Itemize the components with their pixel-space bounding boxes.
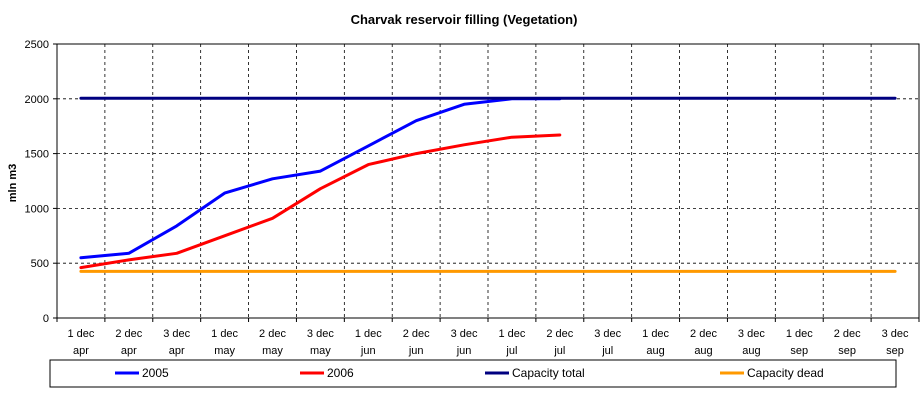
x-tick-label-month: jun	[408, 345, 424, 357]
x-tick-label-decade: 2 dec	[259, 328, 286, 340]
series-line-1	[79, 97, 562, 260]
x-axis-ticks: 1 dec apr 2 dec apr 3 dec apr 1 dec may 2 dec may…	[56, 318, 920, 357]
legend-label: 2006	[327, 366, 354, 380]
y-axis-ticks: 0 500 1000 1500 2000 2500	[25, 39, 57, 325]
x-tick-label-month: aug	[742, 345, 760, 357]
legend-label: 2005	[142, 366, 169, 380]
plot-border	[56, 43, 920, 319]
x-tick-label-decade: 3 dec	[594, 328, 621, 340]
x-tick-label-month: apr	[73, 345, 89, 357]
x-tick-label-decade: 3 dec	[738, 328, 765, 340]
legend-label: Capacity dead	[747, 366, 824, 380]
chart-title: Charvak reservoir filling (Vegetation)	[351, 12, 578, 27]
x-tick-label-decade: 2 dec	[546, 328, 573, 340]
x-tick-label-decade: 1 dec	[211, 328, 238, 340]
legend-box	[49, 359, 897, 388]
series-group	[79, 96, 897, 273]
x-tick-label-month: sep	[790, 345, 808, 357]
x-tick-label-month: apr	[169, 345, 185, 357]
x-tick-label-decade: 1 dec	[786, 328, 813, 340]
series-line-2	[79, 133, 562, 270]
y-tick-label: 2000	[25, 94, 49, 106]
x-tick-label-month: sep	[886, 345, 904, 357]
x-tick-label-month: jun	[456, 345, 472, 357]
x-tick-label-month: apr	[121, 345, 137, 357]
x-tick-label-month: jul	[505, 345, 517, 357]
x-tick-label-decade: 1 dec	[642, 328, 669, 340]
x-tick-label-month: may	[262, 345, 283, 357]
x-tick-label-decade: 3 dec	[882, 328, 909, 340]
plot-area	[57, 44, 919, 318]
x-tick-label-month: jun	[360, 345, 376, 357]
x-tick-label-decade: 3 dec	[307, 328, 334, 340]
x-tick-label-month: may	[310, 345, 331, 357]
x-tick-label-decade: 2 dec	[403, 328, 430, 340]
x-tick-label-month: aug	[646, 345, 664, 357]
x-tick-label-decade: 3 dec	[451, 328, 478, 340]
x-tick-label-decade: 1 dec	[67, 328, 94, 340]
y-axis-label: mln m3	[7, 164, 19, 203]
x-tick-label-month: jul	[601, 345, 613, 357]
legend: 2005 2006 Capacity total Capacity dead	[49, 359, 897, 388]
x-tick-label-month: sep	[838, 345, 856, 357]
x-tick-label-month: jul	[553, 345, 565, 357]
y-tick-label: 1000	[25, 203, 49, 215]
x-tick-label-decade: 2 dec	[115, 328, 142, 340]
y-tick-label: 500	[31, 258, 49, 270]
x-tick-label-decade: 2 dec	[834, 328, 861, 340]
y-tick-label: 2500	[25, 39, 49, 51]
x-tick-label-decade: 1 dec	[498, 328, 525, 340]
legend-label: Capacity total	[512, 366, 585, 380]
y-tick-label: 0	[43, 313, 49, 325]
y-tick-label: 1500	[25, 149, 49, 161]
x-tick-label-month: aug	[694, 345, 712, 357]
x-tick-label-decade: 2 dec	[690, 328, 717, 340]
x-tick-label-decade: 1 dec	[355, 328, 382, 340]
x-tick-label-month: may	[214, 345, 235, 357]
x-tick-label-decade: 3 dec	[163, 328, 190, 340]
